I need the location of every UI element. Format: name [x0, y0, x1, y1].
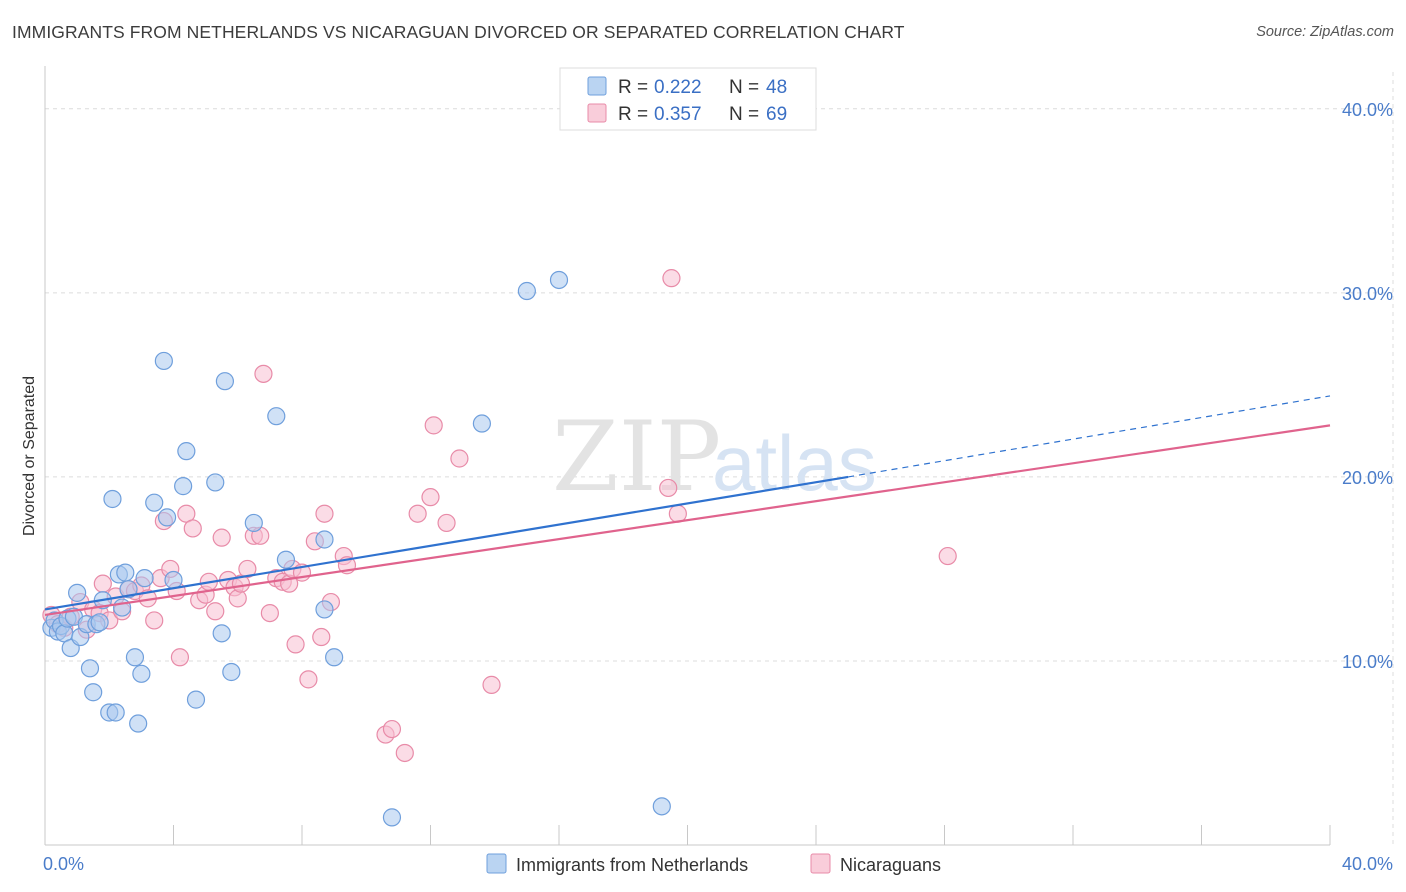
netherlands-point	[135, 569, 154, 588]
netherlands-point	[174, 477, 193, 496]
netherlands-point	[206, 473, 225, 492]
nicaraguans-point	[254, 364, 273, 383]
x-tick-label-min: 0.0%	[43, 854, 84, 874]
watermark-atlas: atlas	[712, 419, 877, 507]
netherlands-point	[315, 600, 334, 619]
netherlands-point	[652, 797, 671, 816]
y-tick-label: 40.0%	[1342, 100, 1393, 120]
netherlands-point	[129, 714, 148, 733]
netherlands-point	[157, 508, 177, 527]
series-legend-label-nicaraguans: Nicaraguans	[840, 855, 941, 875]
y-tick-label: 20.0%	[1342, 468, 1393, 488]
nicaraguans-point	[382, 719, 402, 739]
netherlands-point	[154, 351, 173, 371]
netherlands-point	[103, 489, 122, 509]
netherlands-point	[212, 624, 231, 643]
netherlands-point	[80, 659, 100, 678]
netherlands-point	[244, 513, 263, 533]
legend-n-label-nicaraguans: N =	[729, 104, 759, 125]
netherlands-point	[215, 372, 234, 391]
gridlines	[45, 72, 1394, 845]
legend-n-label-netherlands: N =	[729, 77, 759, 98]
netherlands-point	[325, 648, 344, 667]
nicaraguans-point	[238, 559, 257, 579]
netherlands-point	[549, 270, 569, 290]
y-tick-label: 10.0%	[1342, 652, 1393, 672]
y-tick-label: 30.0%	[1342, 284, 1393, 304]
nicaraguans-point	[286, 635, 305, 654]
nicaraguans-point	[408, 504, 427, 523]
netherlands-point	[116, 563, 135, 582]
nicaraguans-point	[260, 603, 279, 623]
tick-labels: 10.0% 20.0% 30.0% 40.0% 0.0% 40.0%	[43, 100, 1393, 874]
axes	[44, 66, 1331, 846]
nicaraguans-point	[170, 648, 190, 667]
nicaraguans-point	[312, 627, 331, 647]
netherlands-point	[125, 648, 145, 667]
nicaraguans-point	[206, 602, 225, 621]
series-legend-swatch-netherlands	[486, 853, 507, 874]
x-tick-label-max: 40.0%	[1342, 854, 1393, 874]
legend-r-value-nicaraguans: 0.357	[654, 104, 702, 125]
netherlands-point	[145, 493, 164, 512]
netherlands-point	[222, 662, 241, 682]
nicaraguans-point	[299, 670, 318, 689]
chart-title: IMMIGRANTS FROM NETHERLANDS VS NICARAGUA…	[12, 22, 905, 42]
trend-lines	[44, 395, 1331, 617]
series-legend-label-netherlands: Immigrants from Netherlands	[516, 855, 748, 875]
series-legend-swatch-nicaraguans	[810, 853, 831, 874]
nicaraguans-point	[228, 589, 247, 608]
nicaraguans-point	[482, 675, 501, 694]
watermark-zip: ZIP	[552, 401, 721, 513]
nicaraguans-point	[450, 449, 469, 468]
nicaraguans-point	[145, 611, 164, 630]
netherlands-point	[315, 530, 334, 549]
legend-n-value-nicaraguans: 69	[766, 104, 787, 125]
nicaraguans-point	[437, 513, 456, 533]
nicaraguans-point	[421, 488, 440, 507]
netherlands-point	[106, 703, 125, 722]
netherlands-point	[382, 808, 402, 827]
netherlands-point	[68, 583, 87, 602]
y-axis-label: Divorced or Separated	[21, 376, 38, 536]
netherlands-point	[119, 580, 138, 599]
netherlands-point	[84, 683, 103, 702]
legend-n-value-netherlands: 48	[766, 77, 787, 98]
netherlands-point	[276, 550, 296, 569]
data-points	[42, 269, 957, 827]
legend-r-value-netherlands: 0.222	[654, 77, 702, 98]
netherlands-point	[186, 690, 206, 709]
nicaraguans-point	[212, 528, 231, 547]
nicaraguans-point	[938, 546, 957, 566]
netherlands-point	[177, 442, 196, 461]
nicaraguans-point	[395, 743, 414, 763]
source-credit: Source: ZipAtlas.com	[1256, 24, 1394, 40]
nicaraguans-point	[93, 574, 112, 593]
trend-line-nicaraguans	[44, 424, 1331, 617]
netherlands-point	[164, 570, 183, 590]
trend-line-netherlands	[44, 475, 849, 611]
netherlands-point	[132, 664, 151, 683]
legend-r-label-netherlands: R =	[618, 77, 648, 98]
netherlands-point	[472, 414, 491, 433]
watermark: ZIP atlas	[552, 401, 877, 513]
netherlands-point	[90, 613, 109, 632]
nicaraguans-point	[659, 478, 678, 498]
legend: R = 0.222 N = 48 R = 0.357 N = 69	[559, 67, 817, 131]
legend-swatch-netherlands	[587, 76, 607, 96]
nicaraguans-point	[424, 416, 443, 435]
trend-line-netherlands-extension	[848, 395, 1331, 478]
legend-swatch-nicaraguans	[587, 103, 607, 123]
legend-r-label-nicaraguans: R =	[618, 104, 648, 125]
series-legend: Immigrants from Netherlands Nicaraguans	[486, 853, 941, 875]
netherlands-point	[267, 407, 286, 426]
netherlands-point	[517, 281, 536, 301]
nicaraguans-point	[183, 519, 202, 538]
nicaraguans-point	[315, 504, 334, 523]
nicaraguans-point	[662, 269, 681, 288]
